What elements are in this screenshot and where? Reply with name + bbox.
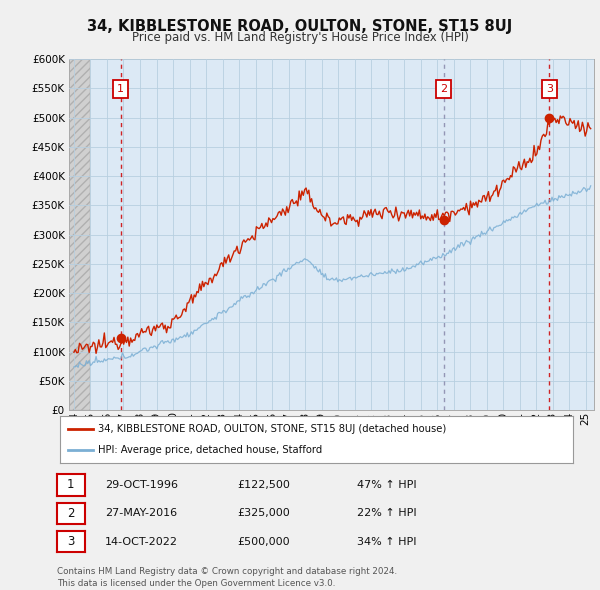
Text: 1: 1 bbox=[117, 84, 124, 94]
Text: £325,000: £325,000 bbox=[237, 509, 290, 518]
Text: 47% ↑ HPI: 47% ↑ HPI bbox=[357, 480, 416, 490]
Text: 22% ↑ HPI: 22% ↑ HPI bbox=[357, 509, 416, 518]
Text: 27-MAY-2016: 27-MAY-2016 bbox=[105, 509, 177, 518]
Text: Contains HM Land Registry data © Crown copyright and database right 2024.
This d: Contains HM Land Registry data © Crown c… bbox=[57, 567, 397, 588]
Text: 14-OCT-2022: 14-OCT-2022 bbox=[105, 537, 178, 546]
Text: 2: 2 bbox=[67, 507, 74, 520]
Text: HPI: Average price, detached house, Stafford: HPI: Average price, detached house, Staf… bbox=[98, 445, 323, 455]
Text: 2: 2 bbox=[440, 84, 448, 94]
Text: 1: 1 bbox=[67, 478, 74, 491]
Text: 34, KIBBLESTONE ROAD, OULTON, STONE, ST15 8UJ (detached house): 34, KIBBLESTONE ROAD, OULTON, STONE, ST1… bbox=[98, 424, 447, 434]
Text: 3: 3 bbox=[67, 535, 74, 548]
Text: 34% ↑ HPI: 34% ↑ HPI bbox=[357, 537, 416, 546]
Text: £500,000: £500,000 bbox=[237, 537, 290, 546]
Text: 29-OCT-1996: 29-OCT-1996 bbox=[105, 480, 178, 490]
Text: £122,500: £122,500 bbox=[237, 480, 290, 490]
Text: 3: 3 bbox=[546, 84, 553, 94]
Text: 34, KIBBLESTONE ROAD, OULTON, STONE, ST15 8UJ: 34, KIBBLESTONE ROAD, OULTON, STONE, ST1… bbox=[88, 19, 512, 34]
Text: Price paid vs. HM Land Registry's House Price Index (HPI): Price paid vs. HM Land Registry's House … bbox=[131, 31, 469, 44]
